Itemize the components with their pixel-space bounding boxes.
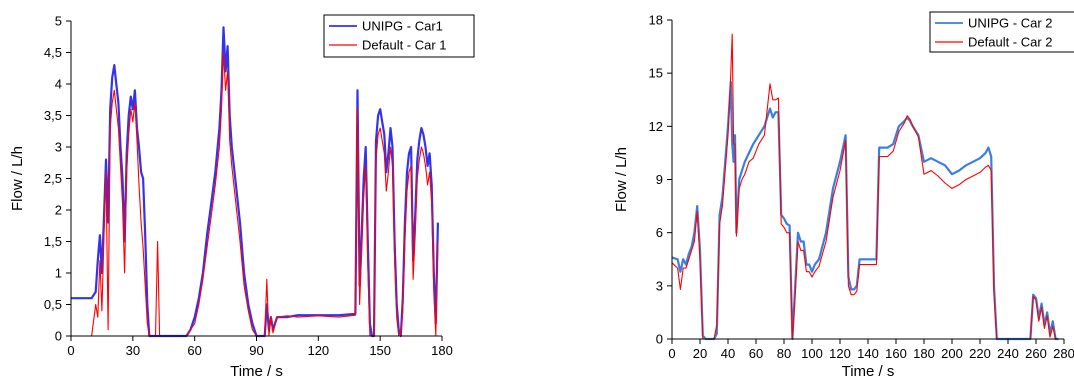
car2-x-tick-label: 60	[749, 346, 763, 361]
car1-y-tick-label: 0	[55, 329, 62, 344]
chart-car-2-svg: 0 20 40 60 80 100 120 140 160 180 200 220 240 260 280 0…	[613, 11, 1074, 380]
car1-legend-label-1: Default - Car 1	[362, 38, 447, 53]
car2-legend-box	[929, 11, 1074, 53]
car2-y-tick-label: 6	[656, 225, 663, 240]
car1-x-axis-title: Time / s	[230, 363, 283, 380]
car1-y-tick-label: 5	[55, 14, 62, 29]
chart-car-1-svg: 0 30 60 90 120 150 180 0 0,5 1 1,5 2 2,5 3 3,5 4 4,5 5 Tim…	[9, 14, 475, 380]
car1-x-tick-label: 30	[126, 343, 140, 358]
car1-y-tick-label: 1,5	[44, 234, 62, 249]
car2-series-line-0	[671, 80, 1059, 341]
car2-x-tick-label: 100	[801, 346, 823, 361]
car2-x-tick-label: 0	[668, 346, 675, 361]
car1-x-tick-label: 120	[307, 343, 329, 358]
car2-x-tick-label: 40	[721, 346, 735, 361]
car2-x-tick-label: 260	[1025, 346, 1047, 361]
car1-y-tick-label: 2	[55, 203, 62, 218]
car2-x-axis-title: Time / s	[842, 363, 895, 380]
car2-x-tick-label: 160	[885, 346, 907, 361]
car1-y-axis-title: Flow / L/h	[9, 146, 26, 211]
car1-y-tick-label: 0,5	[44, 297, 62, 312]
car2-x-tick-label: 80	[777, 346, 791, 361]
car2-y-tick-label: 15	[649, 66, 663, 81]
car2-x-tick-label: 20	[693, 346, 707, 361]
car2-x-tick-label: 240	[997, 346, 1019, 361]
car2-y-tick-label: 18	[649, 13, 663, 28]
car1-y-tick-label: 3,5	[44, 108, 62, 123]
chart-car-1: 0 30 60 90 120 150 180 0 0,5 1 1,5 2 2,5 3 3,5 4 4,5 5 Tim…	[0, 0, 480, 381]
car2-x-tick-label: 220	[969, 346, 991, 361]
car2-legend-label-1: Default - Car 2	[968, 35, 1053, 50]
car2-legend: UNIPG - Car 2 Default - Car 2	[929, 11, 1074, 53]
car1-series-line-1	[71, 51, 439, 337]
car1-x-tick-label: 90	[249, 343, 263, 358]
car1-legend-label-0: UNIPG - Car1	[362, 19, 443, 34]
car1-x-tick-label: 60	[187, 343, 201, 358]
car1-y-tick-label: 4,5	[44, 45, 62, 60]
car1-series-line-0	[71, 26, 439, 338]
car2-y-tick-label: 9	[656, 172, 663, 187]
car2-x-tick-label: 280	[1053, 346, 1074, 361]
car2-series-line-1	[671, 33, 1059, 340]
car1-y-tick-label: 4	[55, 77, 62, 92]
car1-legend-box	[323, 14, 475, 58]
car1-y-tick-label: 3	[55, 140, 62, 155]
car1-x-tick-label: 180	[431, 343, 453, 358]
car2-y-axis-title: Flow / L/h	[613, 147, 630, 212]
car2-x-tick-label: 180	[913, 346, 935, 361]
car2-legend-label-0: UNIPG - Car 2	[968, 16, 1053, 31]
car1-x-tick-label: 0	[67, 343, 74, 358]
car1-legend: UNIPG - Car1 Default - Car 1	[323, 14, 475, 58]
car2-y-tick-label: 3	[656, 278, 663, 293]
chart-car-2: 0 20 40 60 80 100 120 140 160 180 200 220 240 260 280 0…	[590, 0, 1074, 381]
car2-y-tick-label: 12	[649, 119, 663, 134]
car2-x-tick-label: 120	[829, 346, 851, 361]
car1-x-tick-label: 150	[369, 343, 391, 358]
car2-x-tick-label: 140	[857, 346, 879, 361]
car1-y-tick-label: 2,5	[44, 171, 62, 186]
car2-x-tick-label: 200	[941, 346, 963, 361]
car1-y-tick-label: 1	[55, 266, 62, 281]
car2-y-tick-label: 0	[656, 332, 663, 347]
